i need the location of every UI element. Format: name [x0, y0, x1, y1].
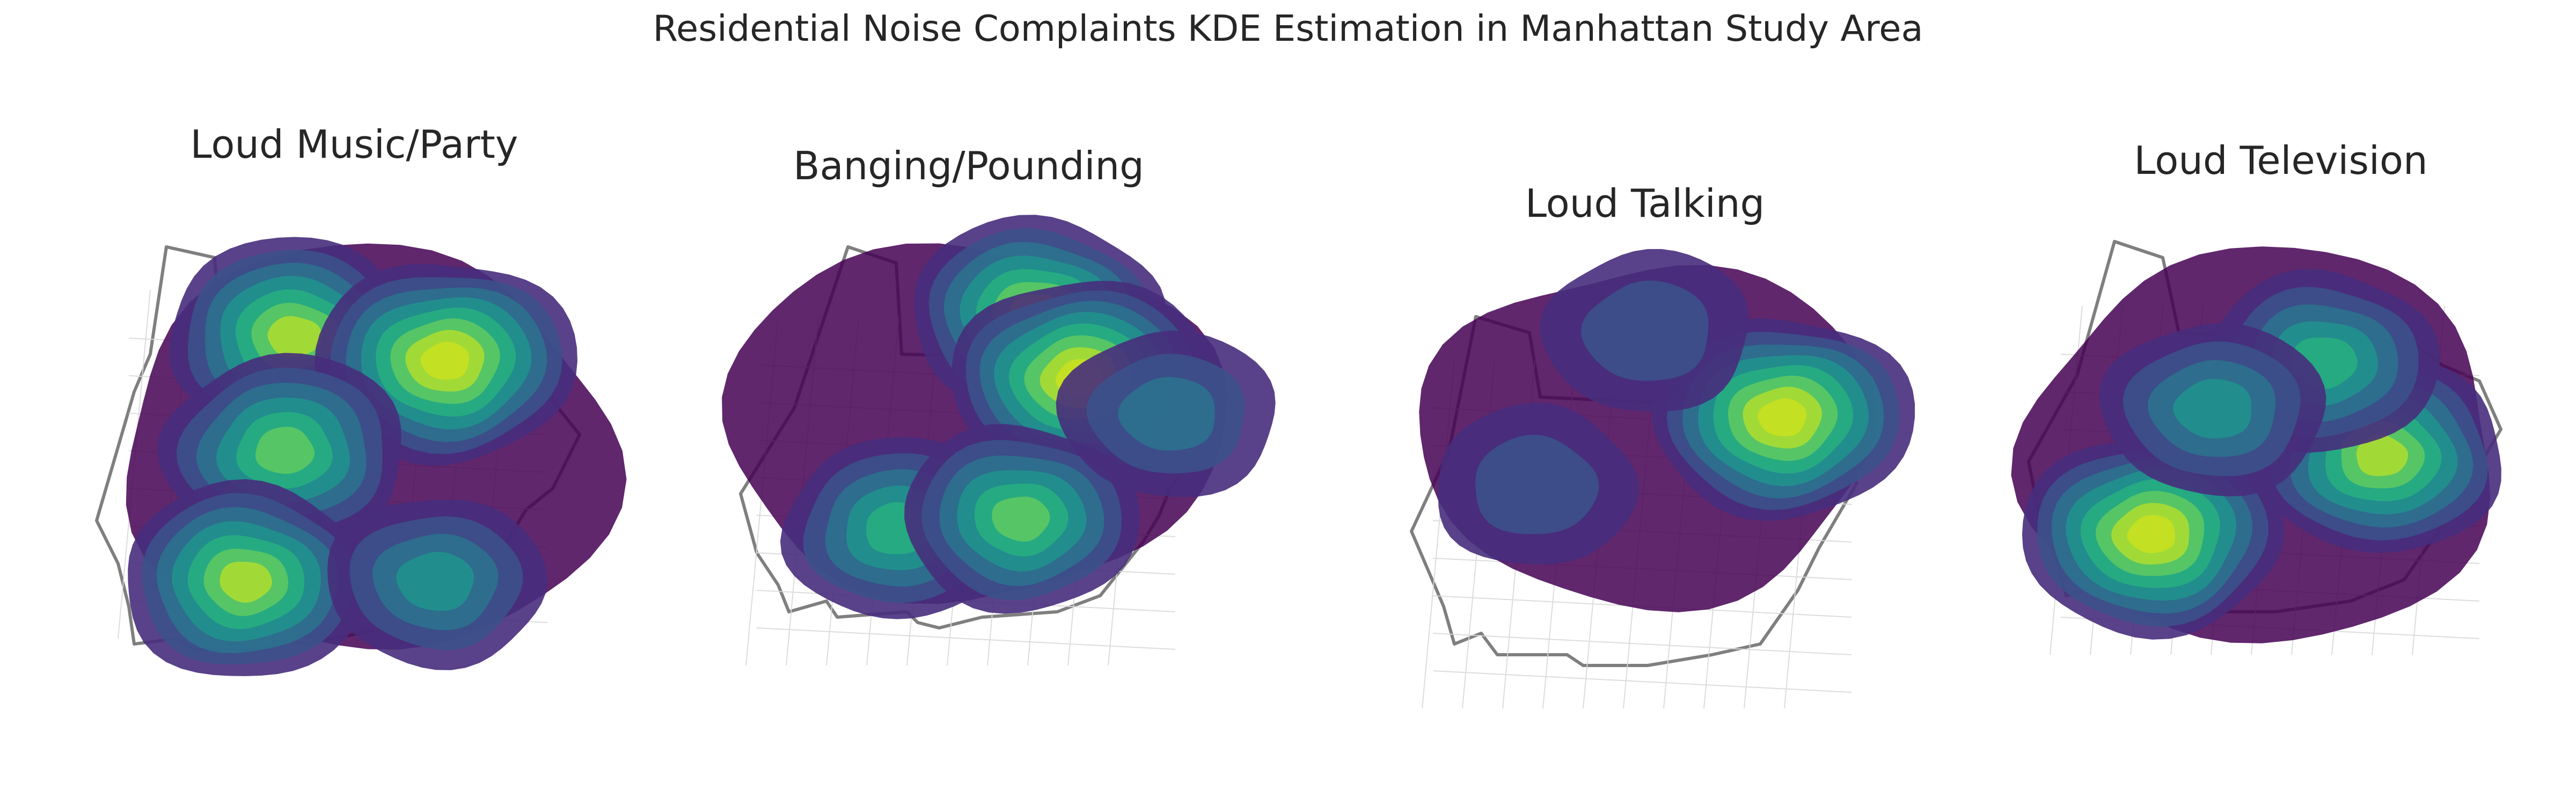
kde-contour-level: [992, 496, 1050, 542]
kde-contour-level: [2173, 379, 2252, 438]
kde-panel-3: Loud Talking: [1410, 181, 1915, 709]
kde-contour-level: [1475, 434, 1599, 535]
kde-hotspot: [904, 424, 1140, 614]
kde-panel-4: Loud Television: [2011, 138, 2502, 655]
kde-contour-level: [2127, 515, 2176, 553]
kde-hotspot: [1540, 249, 1749, 412]
kde-map-area: [95, 237, 627, 676]
kde-contour-level: [2356, 434, 2409, 476]
kde-hotspot: [327, 499, 548, 670]
kde-contour-level: [1118, 377, 1215, 451]
kde-map-area: [2011, 240, 2502, 655]
panel-title: Loud Music/Party: [191, 122, 518, 167]
kde-panel-1: Loud Music/Party: [95, 122, 627, 676]
kde-map-area: [722, 215, 1276, 666]
kde-contour-level: [219, 561, 272, 603]
kde-contour-level: [267, 316, 322, 358]
kde-hotspot: [1438, 402, 1640, 565]
kde-contour-level: [1580, 280, 1709, 381]
panel-title: Loud Talking: [1525, 181, 1765, 226]
kde-hotspot: [128, 479, 373, 676]
kde-map-area: [1410, 249, 1915, 709]
kde-panel-2: Banging/Pounding: [722, 143, 1276, 666]
kde-hotspot: [2022, 438, 2285, 640]
kde-contour-level: [1758, 398, 1807, 436]
panel-title: Loud Television: [2134, 138, 2427, 183]
panel-title: Banging/Pounding: [793, 143, 1144, 188]
kde-hotspot: [1056, 331, 1276, 497]
kde-contour-level: [255, 427, 315, 474]
kde-contour-level: [396, 552, 474, 611]
figure-title: Residential Noise Complaints KDE Estimat…: [653, 8, 1923, 49]
kde-hotspot: [2099, 323, 2326, 496]
kde-hotspot: [157, 353, 401, 545]
kde-contour-level: [420, 341, 470, 380]
